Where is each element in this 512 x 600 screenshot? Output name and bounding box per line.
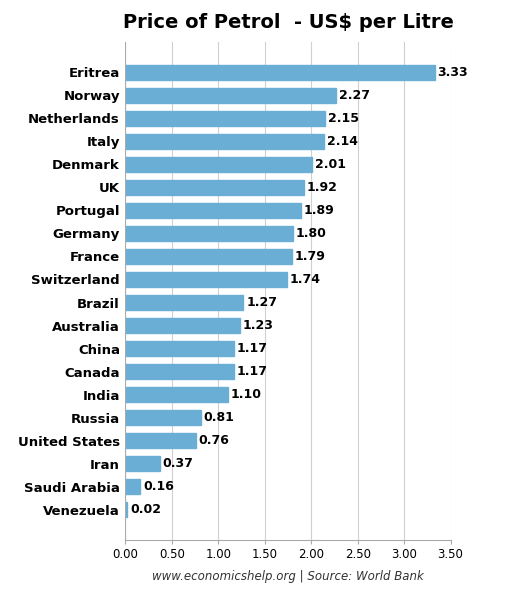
Text: 0.81: 0.81 [203, 411, 234, 424]
Text: 1.92: 1.92 [307, 181, 337, 194]
Bar [125, 157, 312, 172]
Bar [125, 272, 287, 287]
Text: 1.17: 1.17 [237, 342, 268, 355]
Bar [125, 179, 304, 196]
Bar [125, 386, 228, 403]
Text: 1.10: 1.10 [230, 388, 262, 401]
Text: 1.17: 1.17 [237, 365, 268, 378]
X-axis label: www.economicshelp.org | Source: World Bank: www.economicshelp.org | Source: World Ba… [152, 569, 424, 583]
Bar [125, 502, 127, 517]
Text: 0.76: 0.76 [199, 434, 230, 447]
Text: 1.89: 1.89 [304, 204, 334, 217]
Bar [125, 295, 243, 310]
Bar [125, 226, 293, 241]
Text: 2.01: 2.01 [315, 158, 346, 171]
Bar [125, 203, 301, 218]
Bar [125, 410, 201, 425]
Bar [125, 65, 435, 80]
Bar [125, 456, 160, 472]
Text: 0.16: 0.16 [143, 480, 174, 493]
Title: Price of Petrol  - US$ per Litre: Price of Petrol - US$ per Litre [122, 13, 454, 32]
Text: 1.27: 1.27 [246, 296, 277, 309]
Bar [125, 479, 140, 494]
Text: 2.14: 2.14 [327, 135, 358, 148]
Text: 0.37: 0.37 [163, 457, 194, 470]
Bar [125, 248, 292, 265]
Bar [125, 317, 240, 334]
Text: 0.02: 0.02 [130, 503, 161, 516]
Text: 2.15: 2.15 [328, 112, 359, 125]
Text: 1.74: 1.74 [290, 273, 321, 286]
Bar [125, 110, 325, 126]
Text: 1.23: 1.23 [243, 319, 273, 332]
Text: 1.79: 1.79 [294, 250, 326, 263]
Text: 2.27: 2.27 [339, 89, 370, 102]
Text: 1.80: 1.80 [295, 227, 326, 240]
Bar [125, 364, 234, 379]
Bar [125, 341, 234, 356]
Bar [125, 134, 324, 149]
Bar [125, 88, 336, 103]
Bar [125, 433, 196, 448]
Text: 3.33: 3.33 [438, 66, 468, 79]
